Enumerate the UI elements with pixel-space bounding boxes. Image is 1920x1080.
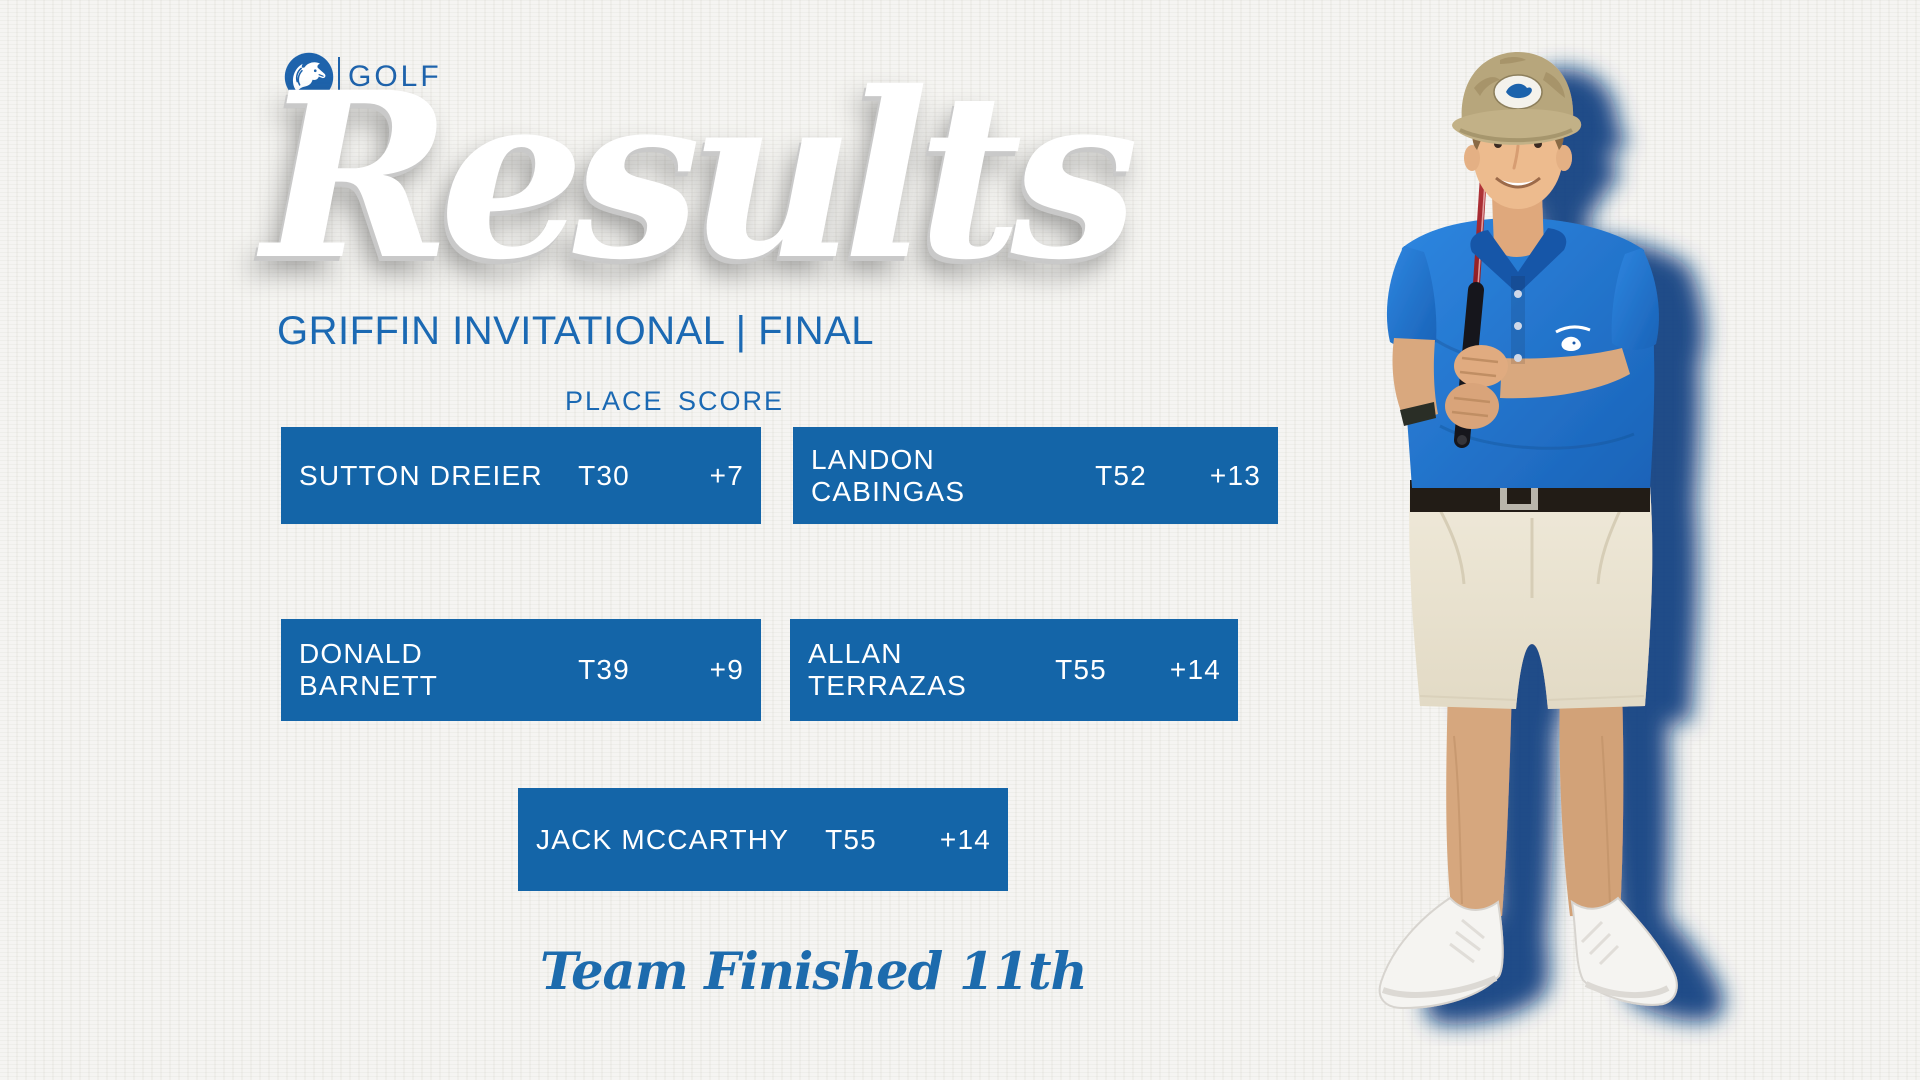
player-place: T30 [578,459,630,491]
score-column-header: SCORE [678,386,785,416]
golfer-photo [1350,36,1810,1046]
player-score: +14 [1169,654,1221,685]
player-score: +7 [709,459,744,491]
player-name: SUTTON DREIER [299,459,543,491]
player-name: LANDON CABINGAS [811,443,966,507]
team-result-text: Team Finished 11th [540,942,1088,1002]
player-name: JACK MCCARTHY [536,823,790,855]
player-name: DONALD BARNETT [299,638,439,701]
player-place: T52 [1095,459,1147,491]
player-row: ALLAN TERRAZAS T55 +14 [790,619,1238,721]
brand-divider [338,57,340,101]
player-place: T55 [1055,654,1107,685]
player-score: +13 [1209,459,1261,491]
player-row: SUTTON DREIER T30 +7 [281,427,761,524]
player-score: +14 [939,823,991,855]
page-title: Results [262,42,1139,310]
player-name: ALLAN TERRAZAS [808,638,967,701]
player-row: JACK MCCARTHY T55 +14 [518,788,1008,891]
bronco-head-icon [284,52,334,102]
sport-label: GOLF [348,60,442,93]
player-place: T39 [578,654,630,685]
player-place: T55 [825,823,877,855]
polo-broncos-logo [1555,325,1591,351]
place-column-header: PLACE [565,386,664,416]
player-row: DONALD BARNETT T39 +9 [281,619,761,721]
event-subtitle: GRIFFIN INVITATIONAL | FINAL [277,309,875,353]
player-row: LANDON CABINGAS T52 +13 [793,427,1278,524]
player-score: +9 [709,654,744,685]
